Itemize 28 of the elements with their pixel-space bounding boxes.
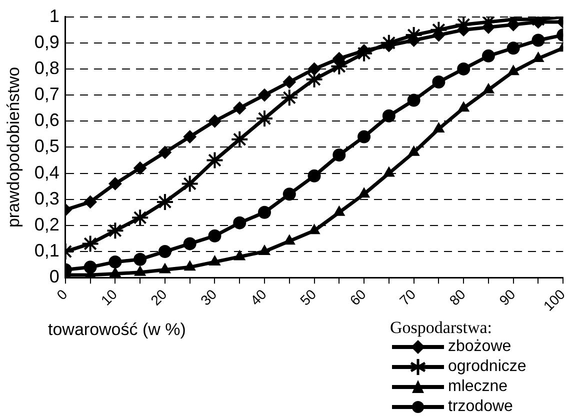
x-tick-label: 90	[496, 286, 518, 308]
y-tick-label: 0,2	[34, 214, 60, 234]
y-tick-label: 0,8	[34, 58, 60, 78]
y-tick-label: 0,5	[34, 136, 60, 156]
legend-label: mleczne	[448, 378, 508, 396]
y-tick-label: 0,9	[34, 32, 60, 52]
y-tick-label: 0,7	[34, 84, 60, 104]
legend-title: Gospodarstwa:	[390, 318, 493, 337]
x-tick-label: 40	[247, 286, 270, 308]
x-tick-label: 70	[396, 286, 419, 308]
legend-label: zbożowe	[448, 338, 512, 356]
x-tick-label: 100	[540, 286, 568, 314]
legend-label: trzodowe	[448, 398, 513, 416]
y-tick-label: 0	[49, 266, 60, 287]
x-tick-label: 10	[98, 286, 120, 308]
y-tick-label: 0,1	[34, 240, 60, 260]
x-tick-label: 50	[296, 286, 320, 308]
legend-label: ogrodnicze	[448, 358, 526, 376]
y-tick-label: 1	[49, 6, 60, 26]
x-tick-label: 80	[446, 286, 469, 308]
y-axis-title: prawdopodobieństwo	[4, 66, 23, 228]
x-axis-title: towarowość (w %)	[48, 320, 186, 340]
y-tick-label: 0,3	[34, 188, 60, 208]
y-tick-label: 0,6	[34, 110, 60, 130]
y-tick-label: 0,4	[34, 162, 60, 182]
x-tick-label: 20	[147, 286, 170, 308]
x-tick-label: 60	[346, 286, 370, 308]
x-tick-label: 30	[197, 286, 220, 308]
